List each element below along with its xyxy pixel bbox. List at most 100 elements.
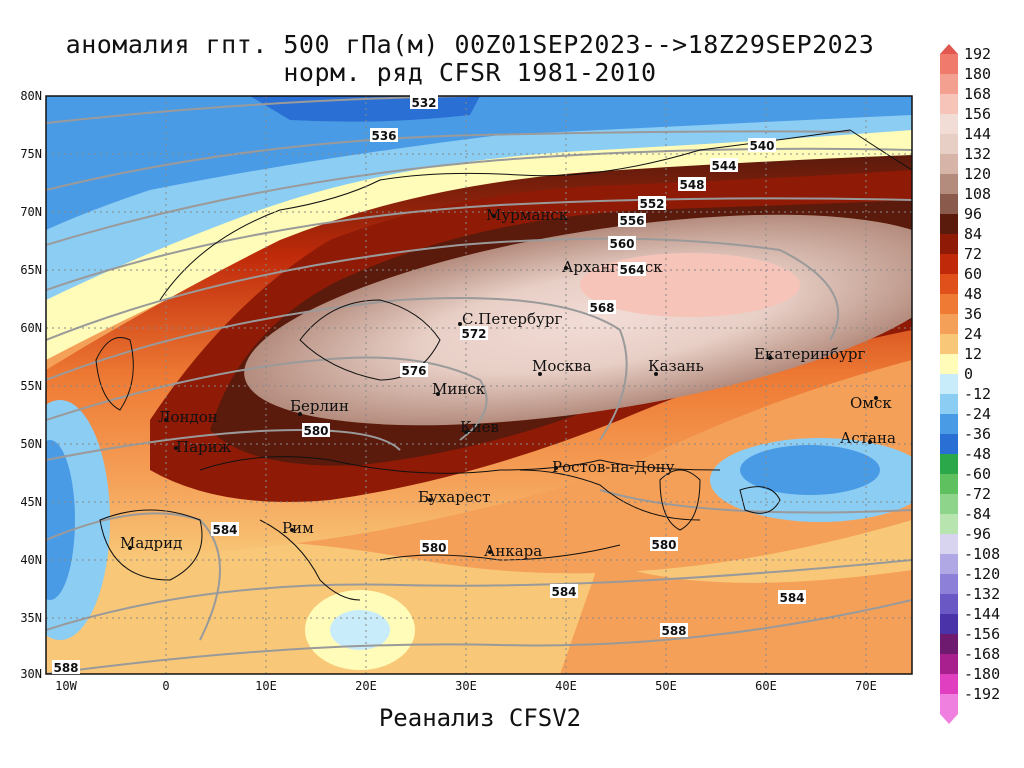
map-frame: [45, 95, 913, 675]
legend-swatch: [940, 254, 958, 274]
lon-axis: 10W 0 10E 20E 30E 40E 50E 60E 70E: [55, 679, 877, 693]
color-legend: 192 180 168 156 144 132 120 108 96 84 72 60 48 36 24 12…: [940, 44, 1024, 724]
lat-label: 75N: [20, 147, 42, 161]
legend-swatch: [940, 534, 958, 554]
legend-top-arrow: [940, 44, 958, 54]
legend-tick-label: 12: [964, 345, 983, 363]
lon-label: 0: [162, 679, 169, 693]
svg-text:564: 564: [619, 263, 644, 277]
city-label: С.Петербург: [462, 310, 562, 328]
svg-text:584: 584: [551, 585, 576, 599]
lat-label: 80N: [20, 89, 42, 103]
legend-tick-label: 132: [964, 145, 992, 163]
legend-swatch: [940, 74, 958, 94]
svg-text:584: 584: [779, 591, 804, 605]
city-label: Архангельск: [562, 258, 663, 276]
legend-swatch: [940, 614, 958, 634]
legend-tick-label: 108: [964, 185, 992, 203]
city-label: Москва: [532, 357, 592, 375]
legend-swatch: [940, 314, 958, 334]
legend-tick-label: -72: [964, 485, 992, 503]
legend-swatch: [940, 494, 958, 514]
legend-swatch: [940, 454, 958, 474]
legend-tick-label: 24: [964, 325, 983, 343]
legend-swatch: [940, 674, 958, 694]
legend-tick-label: 60: [964, 265, 983, 283]
legend-tick-label: 192: [964, 45, 992, 63]
legend-tick-label: 168: [964, 85, 992, 103]
city-label: Киев: [460, 418, 499, 436]
anomaly-field: [46, 96, 912, 674]
city-label: Мурманск: [486, 206, 569, 224]
svg-text:580: 580: [651, 538, 676, 552]
lat-label: 45N: [20, 495, 42, 509]
lon-label: 70E: [855, 679, 877, 693]
legend-swatch: [940, 194, 958, 214]
lat-label: 50N: [20, 437, 42, 451]
legend-swatch: [940, 514, 958, 534]
legend-swatch: [940, 154, 958, 174]
legend-swatch: [940, 414, 958, 434]
legend-tick-label: -192: [964, 685, 1001, 703]
svg-text:580: 580: [421, 541, 446, 555]
city-label: Лондон: [158, 408, 218, 426]
chart-title: аномалия гпт. 500 гПа(м) 00Z01SEP2023-->…: [65, 30, 875, 59]
city-label: Рим: [282, 519, 314, 537]
city-label: Мадрид: [120, 534, 182, 552]
city-label: Париж: [176, 438, 232, 456]
city-label: Казань: [648, 357, 704, 375]
legend-swatch: [940, 274, 958, 294]
legend-swatch: [940, 334, 958, 354]
contour-labels: 532 536 540 544 548 552 556 560 564 568 …: [52, 95, 806, 675]
legend-swatch: [940, 214, 958, 234]
lon-label: 60E: [755, 679, 777, 693]
legend-swatch: [940, 114, 958, 134]
city-label: Омск: [850, 394, 892, 412]
legend-swatch: [940, 234, 958, 254]
svg-text:532: 532: [411, 96, 436, 110]
legend-tick-label: 144: [964, 125, 992, 143]
legend-tick-label: 84: [964, 225, 983, 243]
legend-tick-label: 96: [964, 205, 983, 223]
legend-tick-label: 48: [964, 285, 983, 303]
svg-text:544: 544: [711, 159, 736, 173]
city-label: Минск: [432, 380, 486, 398]
legend-bottom-arrow: [940, 714, 958, 724]
legend-tick-label: -84: [964, 505, 992, 523]
legend-swatch: [940, 474, 958, 494]
lon-label: 20E: [355, 679, 377, 693]
city-label: Бухарест: [418, 488, 490, 506]
coastlines: [95, 129, 912, 601]
legend-tick-label: -132: [964, 585, 1001, 603]
legend-tick-label: 36: [964, 305, 983, 323]
city-label: Екатеринбург: [754, 345, 865, 363]
lon-label: 10E: [255, 679, 277, 693]
lat-label: 60N: [20, 321, 42, 335]
legend-tick-label: 180: [964, 65, 992, 83]
svg-text:568: 568: [589, 301, 614, 315]
legend-tick-label: -120: [964, 565, 1001, 583]
city-label: Астана: [840, 429, 896, 447]
legend-tick-label: 72: [964, 245, 983, 263]
height-contours: [46, 96, 912, 674]
legend-tick-label: -156: [964, 625, 1001, 643]
legend-swatch: [940, 374, 958, 394]
svg-text:588: 588: [53, 661, 78, 675]
legend-tick-label: 120: [964, 165, 992, 183]
svg-text:560: 560: [609, 237, 634, 251]
lat-label: 55N: [20, 379, 42, 393]
legend-tick-label: -168: [964, 645, 1001, 663]
data-source-caption: Реанализ CFSV2: [378, 704, 582, 732]
city-label: Ростов-на-Дону: [552, 458, 675, 476]
legend-swatch: [940, 594, 958, 614]
svg-text:572: 572: [461, 327, 486, 341]
lat-label: 35N: [20, 611, 42, 625]
svg-text:584: 584: [212, 523, 237, 537]
svg-text:540: 540: [749, 139, 774, 153]
legend-swatch: [940, 434, 958, 454]
legend-tick-label: -60: [964, 465, 992, 483]
svg-text:580: 580: [303, 424, 328, 438]
legend-tick-label: -144: [964, 605, 1001, 623]
svg-text:576: 576: [401, 364, 426, 378]
